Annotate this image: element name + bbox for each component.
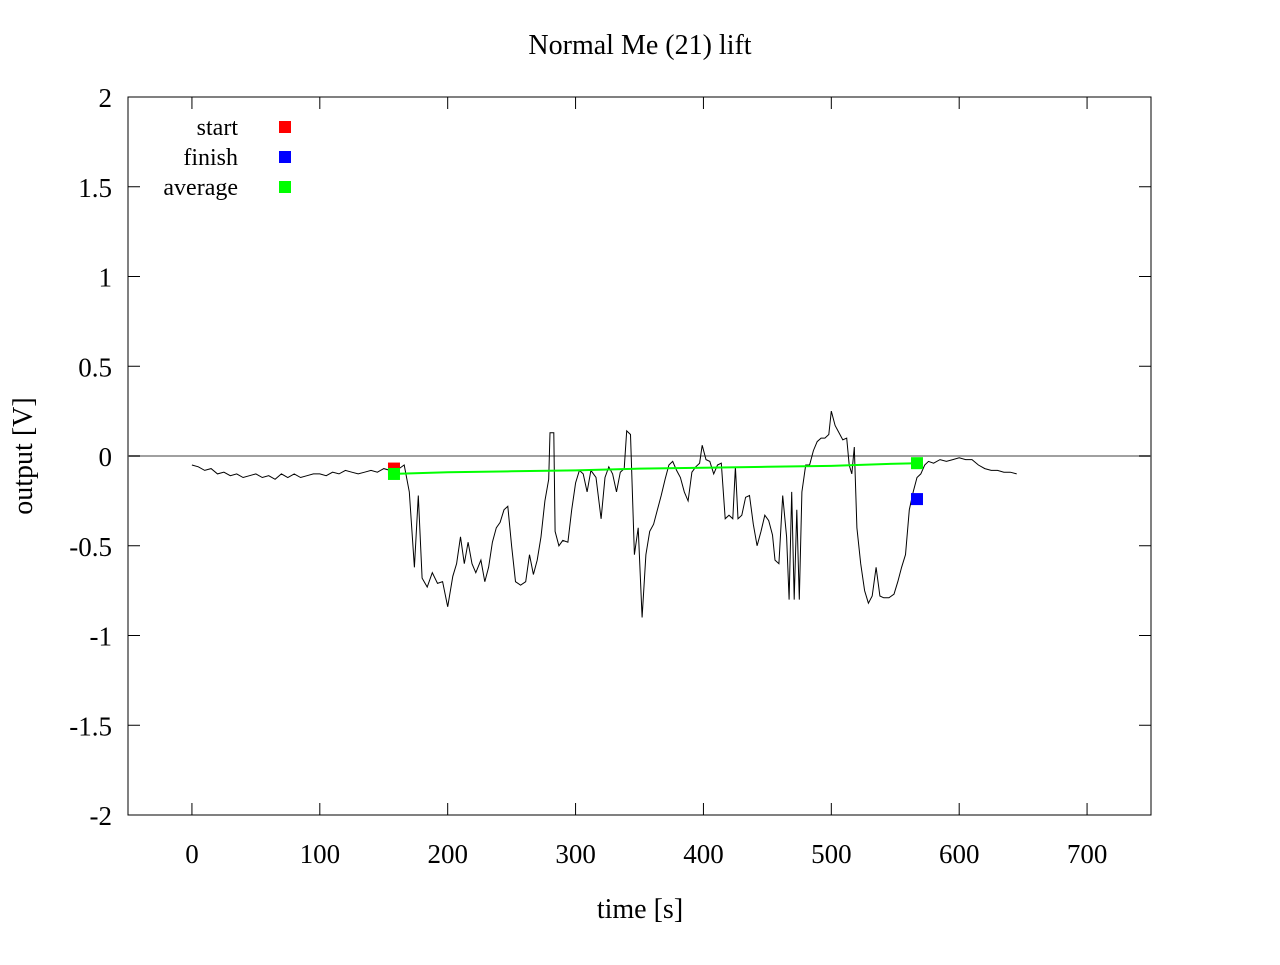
finish-marker — [910, 493, 923, 506]
signal-series-line — [191, 410, 1017, 618]
y-axis-ticks: 2 1.5 1 0.5 0 -0.5 -1 -1.5 -2 — [69, 83, 1151, 831]
legend-label-start: start — [197, 115, 239, 141]
average-marker — [910, 457, 923, 470]
x-axis-title: time [s] — [597, 894, 683, 925]
x-tick-label: 100 — [300, 839, 341, 869]
y-tick-label: -0.5 — [69, 532, 112, 562]
legend-swatch-finish — [279, 151, 291, 163]
chart-title: Normal Me (21) lift — [528, 30, 751, 61]
y-tick-label: -1 — [90, 622, 113, 652]
y-tick-label: 0 — [99, 442, 113, 472]
y-axis-title: output [V] — [8, 397, 39, 514]
x-tick-label: 600 — [939, 839, 980, 869]
x-tick-label: 400 — [683, 839, 724, 869]
y-tick-label: 0.5 — [78, 352, 112, 382]
y-tick-label: -2 — [90, 801, 113, 831]
legend-swatch-start — [279, 121, 291, 133]
y-tick-label: 1.5 — [78, 173, 112, 203]
x-tick-label: 500 — [811, 839, 852, 869]
y-tick-label: 1 — [99, 263, 113, 293]
legend-label-average: average — [163, 175, 238, 201]
marker-layer — [387, 457, 923, 506]
x-tick-label: 300 — [555, 839, 596, 869]
average-marker — [387, 467, 400, 480]
x-tick-label: 0 — [185, 839, 199, 869]
legend-label-finish: finish — [183, 145, 238, 171]
x-tick-label: 200 — [427, 839, 468, 869]
x-tick-label: 700 — [1067, 839, 1108, 869]
y-tick-label: 2 — [99, 83, 113, 113]
legend-swatch-average — [279, 181, 291, 193]
legend: start finish average — [163, 115, 291, 201]
average-series-line — [393, 462, 918, 475]
y-tick-label: -1.5 — [69, 711, 112, 741]
x-axis-ticks: 0 100 200 300 400 500 600 700 — [185, 97, 1107, 869]
